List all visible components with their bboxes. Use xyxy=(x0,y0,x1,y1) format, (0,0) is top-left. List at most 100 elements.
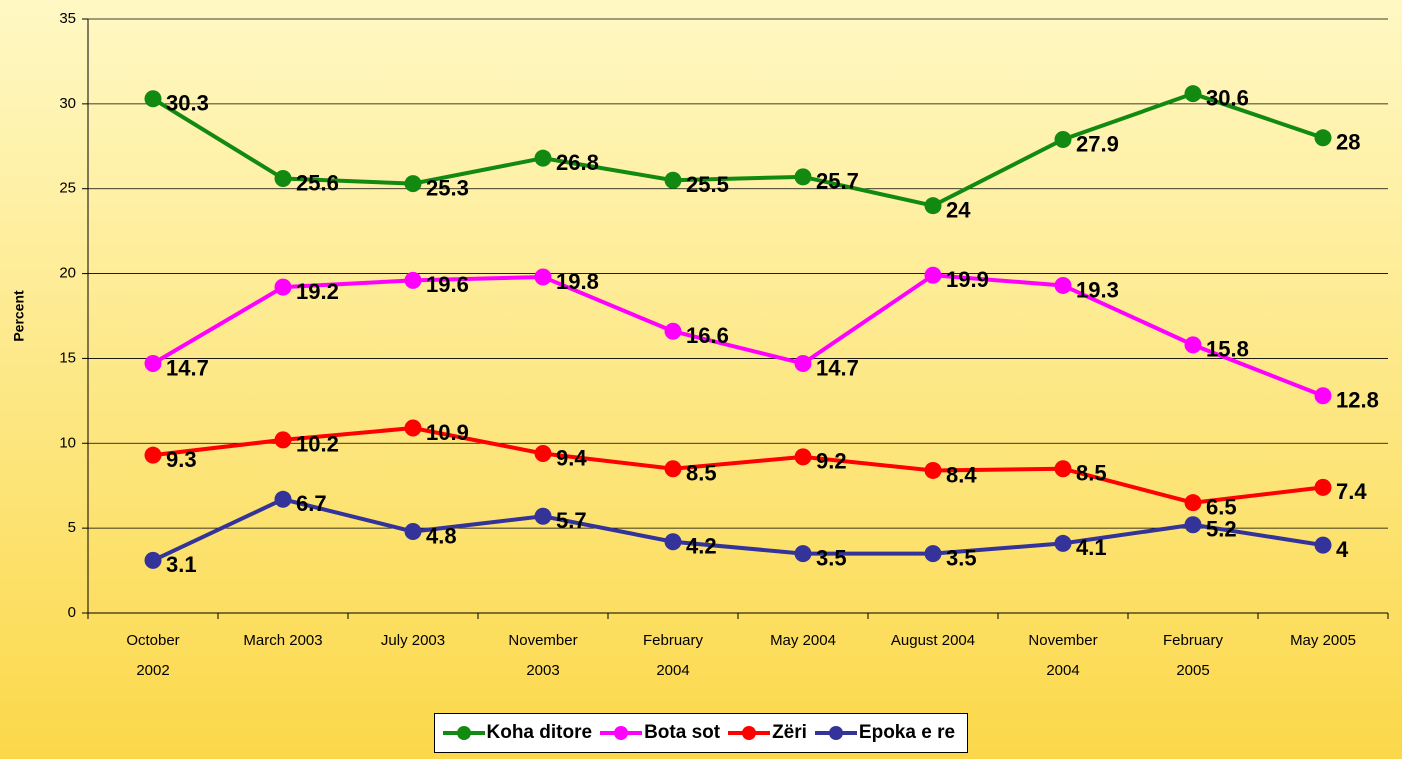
data-label: 3.5 xyxy=(816,545,847,570)
data-point xyxy=(924,266,942,284)
data-label: 14.7 xyxy=(816,355,859,380)
data-label: 8.5 xyxy=(1076,461,1107,486)
data-label: 25.6 xyxy=(296,170,339,195)
data-point xyxy=(794,448,812,466)
data-point xyxy=(1314,387,1332,405)
data-label: 15.8 xyxy=(1206,337,1249,362)
data-label: 4.8 xyxy=(426,523,457,548)
data-label: 19.3 xyxy=(1076,277,1119,302)
data-label: 4.2 xyxy=(686,534,717,559)
data-label: 30.3 xyxy=(166,91,209,116)
legend-entry: Koha ditore xyxy=(441,722,593,744)
data-point xyxy=(664,322,682,340)
data-label: 10.2 xyxy=(296,432,339,457)
series-line xyxy=(152,425,1324,505)
data-label: 19.9 xyxy=(946,267,989,292)
data-label: 4 xyxy=(1336,537,1349,562)
data-point xyxy=(1314,536,1332,554)
data-label: 4.1 xyxy=(1076,535,1107,560)
data-point xyxy=(274,170,292,188)
legend-swatch xyxy=(728,726,771,740)
legend-swatch xyxy=(442,726,485,740)
data-label: 9.3 xyxy=(166,447,197,472)
x-tick-label: March 2003 xyxy=(243,632,323,649)
data-label: 8.4 xyxy=(946,462,977,487)
data-label: 27.9 xyxy=(1076,131,1119,156)
data-label: 16.6 xyxy=(686,323,729,348)
data-point xyxy=(1314,478,1332,496)
legend-marker xyxy=(614,726,629,740)
data-point xyxy=(1054,534,1072,552)
data-point xyxy=(274,431,292,449)
data-label: 5.2 xyxy=(1206,517,1237,542)
y-tick-label: 0 xyxy=(68,604,76,621)
data-label: 14.7 xyxy=(166,355,209,380)
x-tick-label: November 2003 xyxy=(508,632,578,679)
data-label: 6.7 xyxy=(296,491,327,516)
data-point xyxy=(534,444,552,462)
data-point xyxy=(404,419,422,437)
x-tick-label: May 2005 xyxy=(1290,632,1356,649)
data-point xyxy=(534,149,552,167)
y-tick-label: 20 xyxy=(59,265,76,282)
data-label: 3.5 xyxy=(946,545,977,570)
data-point xyxy=(274,278,292,296)
y-tick-label: 5 xyxy=(68,519,76,536)
legend: Koha ditore Bota sot Zëri Epoka e re xyxy=(433,713,969,753)
data-label: 30.6 xyxy=(1206,85,1249,110)
data-point xyxy=(274,490,292,508)
legend-entry: Bota sot xyxy=(598,722,720,744)
y-tick-label: 10 xyxy=(59,434,76,451)
data-point xyxy=(144,446,162,464)
series-line xyxy=(152,497,1324,563)
data-point xyxy=(794,168,812,186)
legend-label: Koha ditore xyxy=(486,722,593,743)
data-point xyxy=(534,268,552,286)
data-point xyxy=(1054,276,1072,294)
data-point xyxy=(664,460,682,478)
data-label: 9.2 xyxy=(816,449,847,474)
data-point xyxy=(924,461,942,479)
legend-marker xyxy=(742,726,757,740)
legend-label: Zëri xyxy=(772,722,807,743)
x-tick-label: February 2004 xyxy=(642,632,704,679)
data-point xyxy=(924,545,942,563)
data-point xyxy=(1184,85,1202,103)
data-label: 10.9 xyxy=(426,420,469,445)
x-tick-label: October 2002 xyxy=(126,632,180,679)
data-point xyxy=(924,197,942,215)
data-point xyxy=(404,175,422,193)
data-point xyxy=(404,271,422,289)
x-tick-label: August 2004 xyxy=(890,632,976,649)
x-tick-label: July 2003 xyxy=(380,632,446,649)
legend-marker xyxy=(828,726,843,740)
data-label: 7.4 xyxy=(1336,479,1367,504)
data-label: 12.8 xyxy=(1336,388,1379,413)
data-point xyxy=(144,355,162,373)
data-point xyxy=(404,523,422,541)
legend-label: Bota sot xyxy=(644,722,721,743)
legend-entry: Epoka e re xyxy=(813,722,955,744)
data-point xyxy=(1184,494,1202,512)
y-tick-label: 30 xyxy=(59,95,76,112)
data-label: 28 xyxy=(1336,130,1360,155)
series-line xyxy=(151,273,1324,398)
data-label: 5.7 xyxy=(556,508,587,533)
legend-entry: Zëri xyxy=(726,722,807,744)
data-label: 19.2 xyxy=(296,279,339,304)
data-point xyxy=(144,551,162,569)
legend-swatch xyxy=(814,726,857,740)
data-point xyxy=(664,171,682,189)
series-line xyxy=(151,91,1324,208)
data-point xyxy=(664,533,682,551)
legend-swatch xyxy=(600,726,643,740)
data-point xyxy=(794,545,812,563)
legend-marker xyxy=(456,726,471,740)
data-point xyxy=(534,507,552,525)
x-tick-label: November 2004 xyxy=(1028,632,1098,679)
x-tick-label: February 2005 xyxy=(1162,632,1224,679)
x-tick-label: May 2004 xyxy=(770,632,836,649)
data-label: 25.5 xyxy=(686,172,729,197)
data-label: 26.8 xyxy=(556,150,599,175)
